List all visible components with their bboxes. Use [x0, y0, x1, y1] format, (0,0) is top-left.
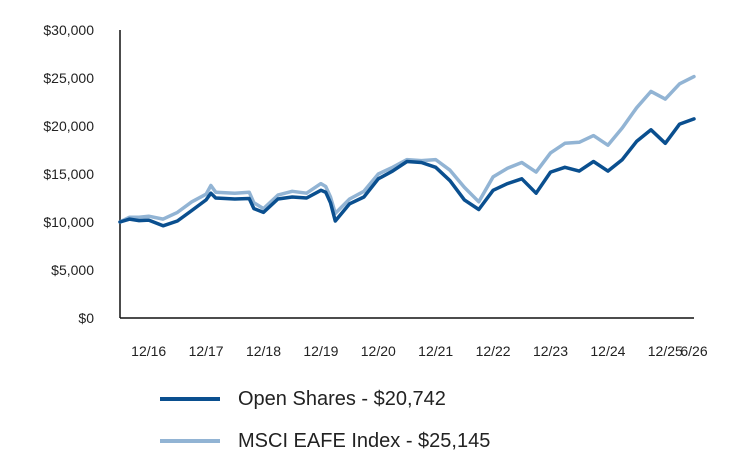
y-tick-label: $30,000	[43, 22, 94, 38]
x-tick-label: 12/17	[189, 343, 224, 359]
y-tick-label: $10,000	[43, 214, 94, 230]
x-tick-label: 12/18	[246, 343, 281, 359]
series-layer	[118, 74, 696, 228]
line-chart: $0 $5,000 $10,000 $15,000 $20,000 $25,000 $30,…	[43, 22, 708, 359]
x-tick-label: 12/24	[590, 343, 625, 359]
y-tick-label: $5,000	[51, 262, 94, 278]
legend-label-msci-eafe: MSCI EAFE Index - $25,145	[238, 429, 491, 452]
legend-swatch-open-shares	[160, 397, 220, 401]
y-tick-label: $20,000	[43, 118, 94, 134]
legend: Open Shares - $20,742 MSCI EAFE Index - …	[160, 384, 490, 468]
x-tick-label: 12/23	[533, 343, 568, 359]
x-tick-label: 12/20	[361, 343, 396, 359]
legend-swatch-msci-eafe	[160, 439, 220, 443]
x-axis-ticks: 12/16 12/17 12/18 12/19 12/20 12/21 12/22 12/23…	[131, 343, 708, 359]
y-axis-ticks: $0 $5,000 $10,000 $15,000 $20,000 $25,000 $30,…	[43, 22, 94, 326]
y-tick-label: $25,000	[43, 70, 94, 86]
legend-item-msci-eafe: MSCI EAFE Index - $25,145	[160, 426, 490, 456]
series-line-msci-eafe	[118, 74, 696, 224]
legend-label-open-shares: Open Shares - $20,742	[238, 387, 446, 410]
x-tick-label: 12/22	[476, 343, 511, 359]
y-tick-label: $15,000	[43, 166, 94, 182]
x-tick-label: 12/19	[303, 343, 338, 359]
x-tick-label: 6/26	[680, 343, 707, 359]
x-tick-label: 12/21	[418, 343, 453, 359]
legend-item-open-shares: Open Shares - $20,742	[160, 384, 490, 414]
y-tick-label: $0	[78, 310, 94, 326]
x-tick-label: 12/25	[648, 343, 683, 359]
series-line-open-shares	[118, 117, 696, 228]
x-tick-label: 12/16	[131, 343, 166, 359]
